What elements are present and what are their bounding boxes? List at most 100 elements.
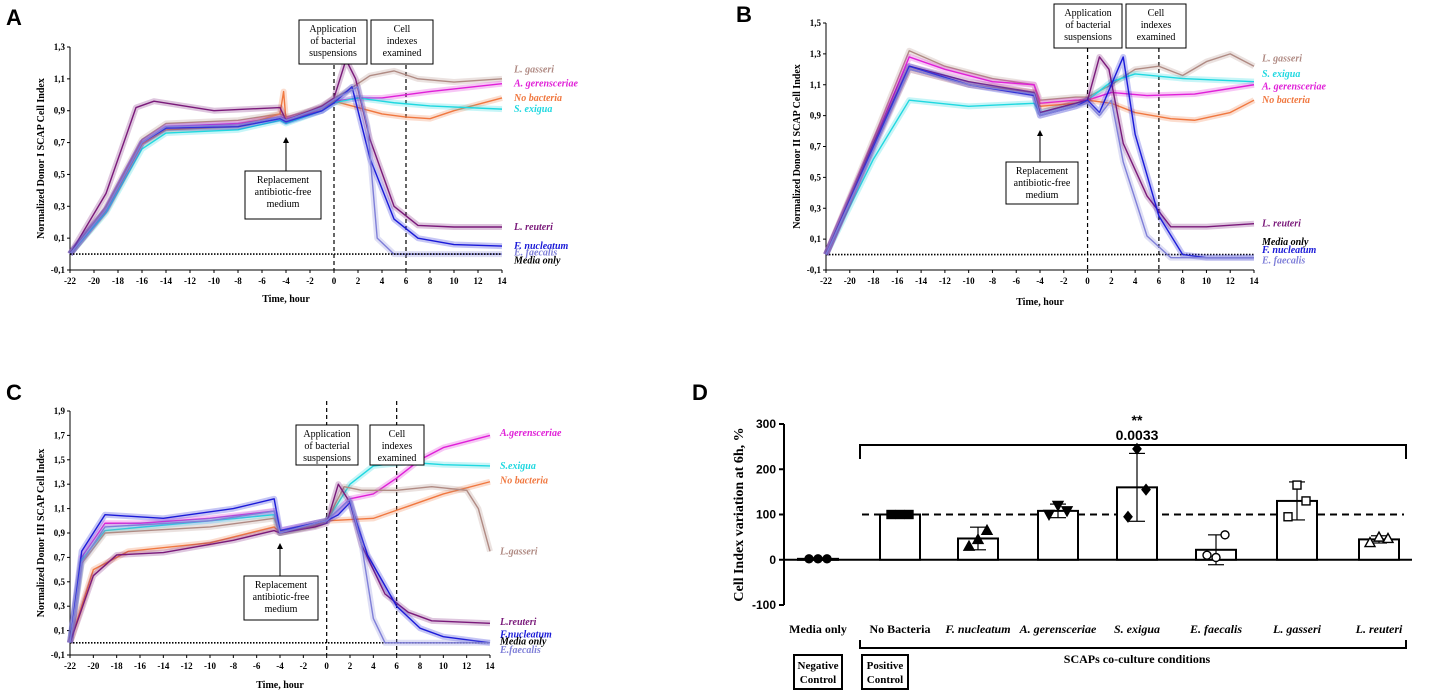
- x-tick-label: -12: [939, 276, 951, 286]
- x-tick-label: -20: [87, 661, 99, 671]
- replicate-point: [1292, 480, 1302, 490]
- series-label: E.faecalis: [499, 645, 541, 656]
- significance-bracket: [859, 444, 1407, 459]
- negative-control-box: [793, 654, 843, 690]
- examined-annotation-text: Cell: [389, 429, 406, 440]
- series-l-gasseri: [823, 47, 1256, 256]
- replacement-annotation-text: Replacement: [255, 580, 307, 591]
- y-tick-label: 0,1: [54, 233, 66, 243]
- replacement-arrow-head: [277, 543, 283, 549]
- series-l-reuteri: [67, 481, 491, 644]
- p-value-label: 0.0033: [1116, 427, 1159, 443]
- panel-c-letter: C: [6, 380, 22, 405]
- series-label: A.gerensceriae: [499, 428, 562, 439]
- group-bracket: [859, 640, 1407, 649]
- x-tick-label: -16: [136, 276, 148, 286]
- replicate-point: [1042, 509, 1056, 521]
- x-tick-label: -10: [963, 276, 975, 286]
- y-tick-label: 0,7: [54, 552, 66, 562]
- series-label: L.gasseri: [499, 546, 538, 557]
- x-tick-label: 10: [1202, 276, 1212, 286]
- x-tick-label: 8: [428, 276, 433, 286]
- replacement-annotation-text: antibiotic-free: [255, 187, 312, 198]
- application-annotation-text: Application: [309, 24, 356, 35]
- x-tick-label: -2: [1060, 276, 1068, 286]
- replacement-annotation-text: Replacement: [257, 175, 309, 186]
- replicate-point: [1202, 550, 1212, 560]
- negative-control-text: Negative: [798, 660, 839, 672]
- examined-annotation-frame: [369, 424, 425, 466]
- x-tick-label: 8: [1180, 276, 1185, 286]
- series-line: [825, 56, 1254, 259]
- y-tick-label: 0,3: [810, 203, 822, 213]
- y-tick-label: 0,9: [810, 111, 822, 121]
- series-line: [69, 86, 502, 255]
- y-tick-label: -0,1: [51, 650, 66, 660]
- positive-control-box: [861, 654, 909, 690]
- y-tick-label: 1,9: [54, 406, 66, 416]
- x-axis-title: Time, hour: [1016, 297, 1064, 308]
- x-tick-label: -10: [204, 661, 216, 671]
- y-tick-label: -100: [752, 598, 776, 612]
- panel-a-line-chart: -0,10,10,30,50,70,91,11,3-22 -20 -18 -16 -14…: [36, 19, 578, 305]
- replicate-point: [1123, 510, 1133, 523]
- application-annotation-text: suspensions: [303, 453, 351, 464]
- panel-b-letter: B: [736, 2, 752, 27]
- x-tick-label: -4: [1036, 276, 1044, 286]
- category-label: L. reuteri: [1355, 622, 1403, 636]
- examined-annotation-text: indexes: [387, 36, 418, 47]
- y-tick-label: 0: [769, 553, 776, 567]
- y-tick-label: 0,3: [54, 601, 66, 611]
- replicate-point: [1363, 536, 1377, 548]
- series-e-faecalis: [67, 495, 490, 646]
- replicate-point: [904, 509, 914, 520]
- x-tick-label: -22: [64, 661, 76, 671]
- application-annotation-frame: [1053, 3, 1123, 49]
- x-tick-label: -22: [820, 276, 832, 286]
- replicate-point: [1220, 530, 1230, 540]
- series-label: L. gasseri: [513, 64, 554, 75]
- x-tick-label: 14: [486, 661, 496, 671]
- y-tick-label: 1,1: [54, 74, 66, 84]
- x-tick-label: -12: [181, 661, 193, 671]
- examined-annotation-text: indexes: [1141, 20, 1172, 31]
- x-tick-label: 0: [332, 276, 337, 286]
- negative-control-text: Control: [800, 674, 836, 686]
- x-tick-label: -8: [234, 276, 242, 286]
- x-tick-label: 12: [1226, 276, 1236, 286]
- category-label: L. gasseri: [1272, 622, 1322, 636]
- series-line: [825, 50, 1255, 255]
- x-tick-label: -4: [276, 661, 284, 671]
- series-label: Media only: [499, 637, 547, 648]
- series-e-faecalis: [67, 83, 502, 258]
- series-label: F.nucleatum: [499, 629, 552, 640]
- y-tick-label: 0,1: [810, 234, 822, 244]
- examined-annotation-text: examined: [378, 453, 417, 464]
- x-tick-label: -14: [915, 276, 927, 286]
- x-tick-label: 4: [380, 276, 385, 286]
- series-s-exigua: [67, 94, 503, 257]
- replacement-annotation-text: medium: [1026, 190, 1059, 201]
- y-tick-label: 1,3: [54, 479, 66, 489]
- replicate-point: [804, 554, 814, 564]
- x-tick-label: 14: [1250, 276, 1260, 286]
- x-tick-label: -2: [300, 661, 308, 671]
- x-tick-label: -14: [160, 276, 172, 286]
- examined-annotation-text: Cell: [1148, 8, 1165, 19]
- series-l-reuteri: [67, 56, 502, 256]
- series-line: [825, 56, 1255, 255]
- examined-annotation-frame: [1125, 3, 1187, 49]
- group-label: SCAPs co-culture conditions: [1064, 652, 1211, 666]
- series-label: L.reuteri: [499, 617, 537, 628]
- x-tick-label: -10: [208, 276, 220, 286]
- x-tick-label: 4: [371, 661, 376, 671]
- category-label: A. gerensceriae: [1019, 622, 1097, 636]
- category-label: Media only: [789, 622, 847, 636]
- x-tick-label: 4: [1133, 276, 1138, 286]
- x-tick-label: 12: [462, 661, 472, 671]
- x-axis-title: Time, hour: [262, 294, 310, 305]
